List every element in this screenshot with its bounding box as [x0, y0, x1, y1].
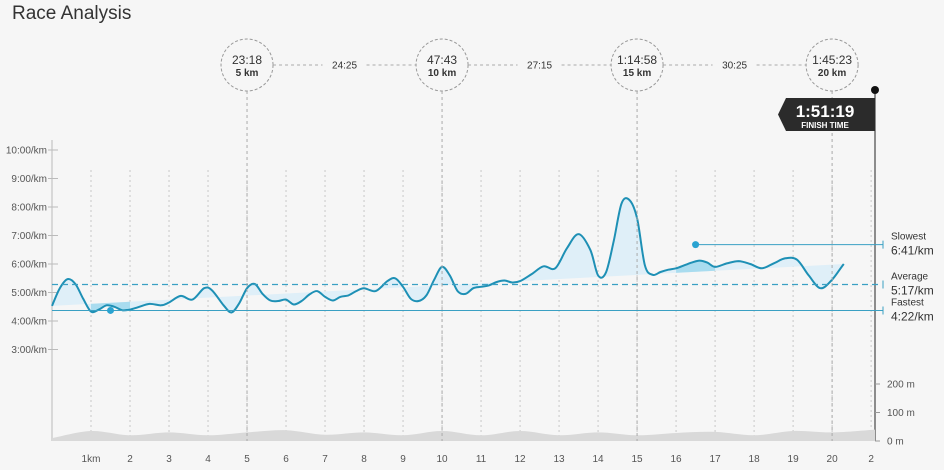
split-time: 47:43: [427, 53, 457, 67]
x-tick-label: 8: [361, 454, 367, 465]
split-circle: [805, 38, 859, 92]
x-tick-label: 3: [166, 454, 172, 465]
x-tick-label: 1km: [82, 454, 101, 465]
finish-flag: [778, 98, 875, 131]
fastest-value: 4:22/km: [891, 309, 934, 323]
split-distance: 15 km: [623, 68, 651, 79]
x-tick-label: 2: [127, 454, 133, 465]
y-tick-label: 5:00/km: [11, 288, 47, 299]
split-interval: 27:15: [527, 61, 552, 72]
average-label: Average: [891, 272, 929, 283]
split-interval: 24:25: [332, 61, 357, 72]
x-tick-label: 20: [827, 454, 839, 465]
pace-area: [52, 198, 844, 313]
fastest-marker: [107, 306, 115, 314]
x-tick-label: 17: [710, 454, 722, 465]
x-tick-label: 18: [749, 454, 761, 465]
slowest-label: Slowest: [891, 232, 926, 243]
x-tick-label: 5: [244, 454, 250, 465]
x-tick-label: 2: [868, 454, 874, 465]
elevation-area: [52, 429, 875, 441]
slowest-band: [676, 198, 716, 313]
fastest-band: [91, 198, 131, 313]
split-distance: 5 km: [236, 68, 259, 79]
x-tick-label: 13: [553, 454, 565, 465]
x-tick-label: 15: [632, 454, 644, 465]
finish-marker-dot: [871, 86, 879, 94]
page-title: Race Analysis: [12, 3, 132, 24]
elevation-tick-label: 100 m: [887, 408, 915, 419]
y-tick-label: 4:00/km: [11, 317, 47, 328]
x-tick-label: 4: [205, 454, 211, 465]
y-tick-label: 3:00/km: [11, 345, 47, 356]
split-time: 1:45:23: [812, 53, 852, 67]
elevation-tick-label: 200 m: [887, 380, 915, 391]
fastest-label: Fastest: [891, 297, 924, 308]
pace-line: [51, 197, 845, 314]
x-tick-label: 6: [283, 454, 289, 465]
x-tick-label: 11: [476, 454, 487, 465]
finish-time: 1:51:19: [796, 102, 855, 121]
slowest-marker: [692, 241, 700, 249]
x-tick-label: 19: [788, 454, 800, 465]
y-tick-label: 8:00/km: [11, 203, 47, 214]
split-interval: 30:25: [722, 61, 747, 72]
x-tick-label: 16: [671, 454, 683, 465]
elevation-tick-label: 0 m: [887, 437, 904, 448]
y-tick-label: 6:00/km: [11, 260, 47, 271]
split-distance: 10 km: [428, 68, 456, 79]
x-tick-label: 12: [514, 454, 526, 465]
x-tick-label: 7: [322, 454, 328, 465]
finish-time-label: FINISH TIME: [801, 121, 849, 130]
y-tick-label: 10:00/km: [6, 146, 47, 157]
split-distance: 20 km: [818, 68, 846, 79]
x-tick-label: 14: [593, 454, 605, 465]
y-tick-label: 7:00/km: [11, 231, 47, 242]
split-time: 1:14:58: [617, 53, 657, 67]
x-tick-label: 10: [436, 454, 448, 465]
average-value: 5:17/km: [891, 284, 934, 298]
split-time: 23:18: [232, 53, 262, 67]
slowest-value: 6:41/km: [891, 244, 934, 258]
y-tick-label: 9:00/km: [11, 174, 47, 185]
x-tick-label: 9: [400, 454, 406, 465]
